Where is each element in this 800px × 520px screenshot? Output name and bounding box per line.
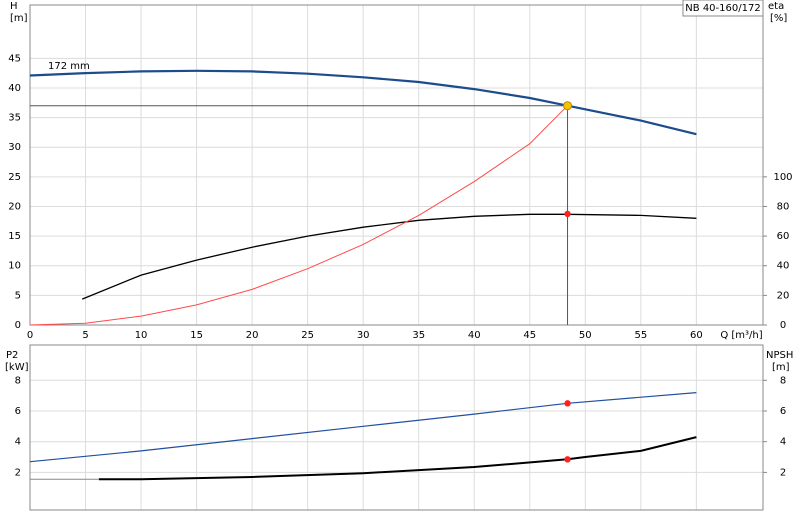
x-tick-label: 0 [27,330,33,341]
duty-point [564,456,571,463]
y-tick-label: 0 [15,320,21,331]
x-tick-label: 5 [82,330,88,341]
y-tick-label: 5 [15,290,21,301]
x-tick-label: 40 [468,330,481,341]
y-tick-label: 8 [15,375,21,386]
y2-axis-label: NPSH [766,350,793,361]
y2-tick-label: 6 [780,406,786,417]
y-tick-label: 40 [8,83,21,94]
y-tick-label: 45 [8,53,21,64]
y-axis-label: H [10,1,18,12]
y2-tick-label: 2 [780,467,786,478]
duty-point [564,400,571,407]
y-axis-unit: [m] [10,13,28,24]
duty-point [564,210,571,218]
y-tick-label: 15 [8,231,21,242]
x-tick-label: 50 [579,330,592,341]
y-tick-label: 10 [8,261,21,272]
x-tick-label: 60 [690,330,703,341]
curve-annotation: 172 mm [48,61,90,72]
y-axis-unit: [kW] [5,362,29,373]
series-line [29,69,697,136]
y2-tick-label: 8 [780,375,786,386]
series-line [98,436,697,481]
series-line [81,213,697,300]
y2-axis-unit: [%] [770,13,787,24]
x-axis-label: Q [m³/h] [720,330,762,341]
x-tick-label: 55 [634,330,647,341]
y-tick-label: 2 [15,467,21,478]
duty-point [563,101,573,111]
x-tick-label: 10 [135,330,148,341]
y-tick-label: 25 [8,172,21,183]
y2-tick-label: 4 [780,437,786,448]
y2-tick-label: 40 [777,261,790,272]
y-tick-label: 4 [15,437,21,448]
y2-tick-label: 100 [773,172,792,183]
y2-axis-label: eta [768,1,784,12]
x-tick-label: 30 [357,330,370,341]
y-axis-label: P2 [6,350,18,361]
title-box [682,0,764,17]
y-tick-label: 35 [8,113,21,124]
y2-tick-label: 60 [777,231,790,242]
y2-tick-label: 20 [777,290,790,301]
y-tick-label: 30 [8,142,21,153]
x-tick-label: 35 [412,330,425,341]
y2-axis-unit: [m] [772,362,790,373]
y2-tick-label: 80 [777,201,790,212]
y-tick-label: 6 [15,406,21,417]
plot-frame [29,4,764,326]
plot-frame [29,344,764,511]
x-tick-label: 25 [301,330,314,341]
y2-tick-label: 0 [780,320,786,331]
chart-title: NB 40-160/172 [685,3,760,14]
x-tick-label: 45 [523,330,536,341]
x-tick-label: 15 [190,330,203,341]
x-tick-label: 20 [246,330,259,341]
y-tick-label: 20 [8,201,21,212]
series-line [29,105,568,326]
